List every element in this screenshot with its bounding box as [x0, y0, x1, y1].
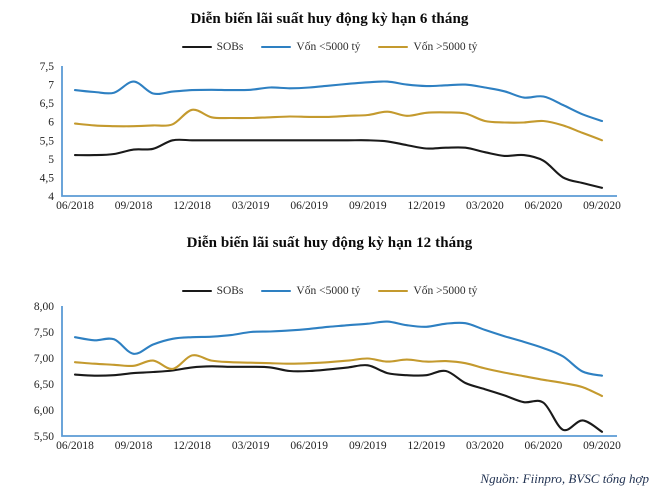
y-tick-label: 5,5	[40, 135, 55, 147]
x-tick-label: 06/2018	[56, 440, 94, 452]
x-tick-label: 09/2018	[115, 200, 153, 212]
x-tick-label: 03/2019	[232, 200, 270, 212]
y-tick-label: 7,00	[34, 353, 54, 365]
x-tick-label: 06/2020	[525, 200, 563, 212]
x-tick-label: 12/2019	[407, 200, 445, 212]
legend-item: SOBs	[181, 285, 244, 297]
legend-line-swatch	[261, 45, 292, 49]
x-tick-label: 03/2020	[466, 440, 504, 452]
chart-legend-6-months: SOBs Vốn <5000 tỷ Vốn >5000 tỷ	[0, 40, 659, 54]
legend-line-swatch	[181, 45, 212, 49]
legend-label: Vốn >5000 tỷ	[413, 41, 478, 53]
x-tick-label: 09/2018	[115, 440, 153, 452]
legend-item: Vốn <5000 tỷ	[261, 285, 360, 297]
y-tick-label: 8,00	[34, 301, 54, 313]
y-tick-label: 7,50	[34, 327, 54, 339]
chart-title-6-months: Diễn biến lãi suất huy động kỳ hạn 6 thá…	[190, 11, 469, 27]
legend-label: Vốn <5000 tỷ	[296, 41, 361, 53]
x-tick-label: 06/2019	[290, 200, 328, 212]
y-tick-label: 7	[48, 80, 54, 92]
legend-item: Vốn >5000 tỷ	[378, 285, 477, 297]
x-tick-label: 06/2020	[525, 440, 563, 452]
axis-lines	[61, 66, 617, 197]
x-tick-label: 03/2020	[466, 200, 504, 212]
legend-label: Vốn >5000 tỷ	[413, 285, 478, 297]
axis-lines	[61, 306, 617, 437]
legend-item: Vốn <5000 tỷ	[261, 41, 360, 53]
y-tick-label: 7,5	[40, 61, 55, 73]
x-tick-label: 03/2019	[232, 440, 270, 452]
series-line-von-duoi-5000-ty	[73, 320, 604, 377]
x-tick-label: 06/2019	[290, 440, 328, 452]
series-line-sobs	[73, 138, 604, 189]
x-tick-label: 06/2018	[56, 200, 94, 212]
x-tick-label: 12/2018	[173, 200, 211, 212]
x-tick-label: 09/2020	[583, 200, 621, 212]
chart-title-12-months: Diễn biến lãi suất huy động kỳ hạn 12 th…	[186, 235, 473, 251]
legend-line-swatch	[181, 289, 212, 293]
y-tick-label: 5,50	[34, 431, 54, 443]
x-tick-label: 09/2020	[583, 440, 621, 452]
series-line-von-tren-5000-ty	[73, 354, 604, 398]
x-tick-label: 09/2019	[349, 440, 387, 452]
y-tick-label: 6	[48, 117, 54, 129]
series-line-sobs	[73, 364, 604, 433]
y-tick-label: 6,5	[40, 98, 55, 110]
y-tick-label: 4	[48, 191, 54, 203]
x-tick-label: 09/2019	[349, 200, 387, 212]
line-chart-6-months: 7,5 7 6,5 6 5,5 5 4,5 406/2018 09/2018 12/2018 03/…	[40, 61, 621, 212]
y-tick-label: 5	[48, 154, 54, 166]
y-tick-label: 6,50	[34, 379, 54, 391]
y-tick-label: 6,00	[34, 405, 54, 417]
legend-line-swatch	[378, 45, 409, 49]
series-line-von-tren-5000-ty	[73, 108, 604, 142]
x-tick-label: 12/2019	[407, 440, 445, 452]
legend-item: Vốn >5000 tỷ	[378, 41, 477, 53]
source-note: Nguồn: Fiinpro, BVSC tổng hợp	[480, 471, 649, 486]
x-tick-label: 12/2018	[173, 440, 211, 452]
y-tick-label: 4,5	[40, 172, 55, 184]
series-line-von-duoi-5000-ty	[73, 80, 604, 123]
legend-label: Vốn <5000 tỷ	[296, 285, 361, 297]
legend-line-swatch	[261, 289, 292, 293]
chart-legend-12-months: SOBs Vốn <5000 tỷ Vốn >5000 tỷ	[0, 284, 659, 298]
legend-line-swatch	[378, 289, 409, 293]
legend-item: SOBs	[181, 41, 244, 53]
legend-label: SOBs	[216, 285, 244, 297]
legend-label: SOBs	[216, 41, 244, 53]
